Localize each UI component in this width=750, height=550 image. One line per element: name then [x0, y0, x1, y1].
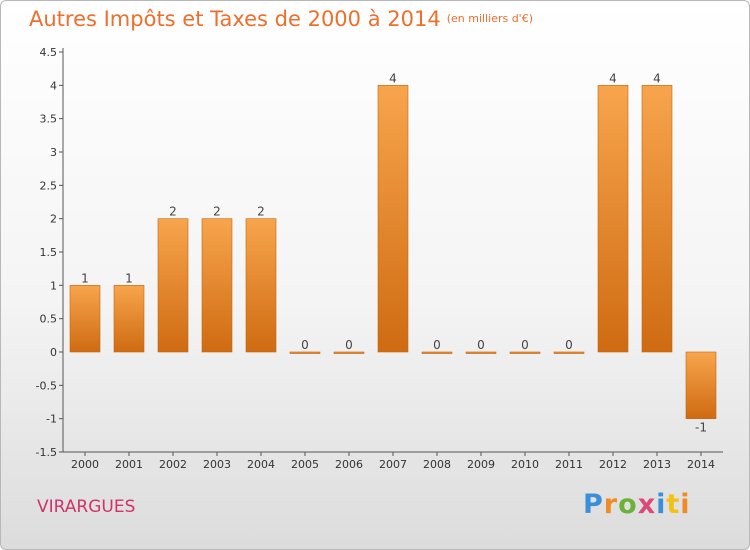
y-tick-label: 2 — [50, 213, 57, 226]
x-tick-label-2013: 2013 — [643, 458, 671, 471]
bar-2014 — [685, 351, 717, 419]
bar-2001 — [113, 285, 145, 353]
y-tick-label: 0 — [50, 346, 57, 359]
bar-2004 — [245, 218, 277, 353]
y-tick-label: 4.5 — [40, 46, 58, 59]
x-tick-label-2008: 2008 — [423, 458, 451, 471]
x-tick-label-2012: 2012 — [599, 458, 627, 471]
x-tick-label-2005: 2005 — [291, 458, 319, 471]
data-label-2009: 0 — [477, 338, 485, 352]
bar-2003 — [201, 218, 233, 353]
y-tick-label: 2.5 — [40, 179, 58, 192]
data-label-2002: 2 — [169, 205, 177, 219]
bar-2008 — [421, 351, 453, 354]
data-label-2001: 1 — [125, 271, 133, 285]
y-tick-label: -0.5 — [36, 379, 57, 392]
x-tick-label-2004: 2004 — [247, 458, 275, 471]
x-tick-label-2001: 2001 — [115, 458, 143, 471]
y-tick-label: -1 — [46, 413, 57, 426]
x-tick-label-2010: 2010 — [511, 458, 539, 471]
commune-name: VIRARGUES — [37, 497, 136, 517]
data-label-2012: 4 — [609, 71, 617, 85]
data-label-2004: 2 — [257, 205, 265, 219]
x-tick-label-2000: 2000 — [71, 458, 99, 471]
proxiti-logo[interactable]: Proxiti — [583, 489, 691, 520]
bar-2000 — [69, 285, 101, 353]
data-label-2014: -1 — [695, 421, 707, 435]
x-tick-label-2014: 2014 — [687, 458, 715, 471]
y-tick-label: 1.5 — [40, 246, 58, 259]
data-label-2010: 0 — [521, 338, 529, 352]
bar-2013 — [641, 85, 673, 353]
y-tick-label: 0.5 — [40, 313, 58, 326]
data-label-2008: 0 — [433, 338, 441, 352]
bar-2005 — [289, 351, 321, 354]
data-label-2006: 0 — [345, 338, 353, 352]
x-tick-label-2006: 2006 — [335, 458, 363, 471]
bar-2012 — [597, 85, 629, 353]
data-label-2000: 1 — [81, 271, 89, 285]
x-tick-label-2011: 2011 — [555, 458, 583, 471]
x-tick-label-2002: 2002 — [159, 458, 187, 471]
y-tick-label: 3.5 — [40, 113, 58, 126]
data-label-2013: 4 — [653, 71, 661, 85]
data-label-2011: 0 — [565, 338, 573, 352]
bar-2007 — [377, 85, 409, 353]
y-tick-label: 1 — [50, 279, 57, 292]
data-label-2007: 4 — [389, 71, 397, 85]
x-tick-label-2009: 2009 — [467, 458, 495, 471]
data-label-2005: 0 — [301, 338, 309, 352]
data-label-2003: 2 — [213, 205, 221, 219]
y-tick-label: -1.5 — [36, 446, 57, 459]
bar-2002 — [157, 218, 189, 353]
bar-2011 — [553, 351, 585, 354]
y-tick-label: 4 — [50, 79, 57, 92]
bar-2010 — [509, 351, 541, 354]
chart-title-text: Autres Impôts et Taxes de 2000 à 2014 — [29, 7, 441, 31]
chart-title: Autres Impôts et Taxes de 2000 à 2014 (en… — [29, 7, 533, 31]
chart-unit: (en milliers d'€) — [446, 12, 533, 25]
x-tick-label-2003: 2003 — [203, 458, 231, 471]
x-tick-label-2007: 2007 — [379, 458, 407, 471]
y-tick-label: 3 — [50, 146, 57, 159]
bar-2006 — [333, 351, 365, 354]
bar-2009 — [465, 351, 497, 354]
